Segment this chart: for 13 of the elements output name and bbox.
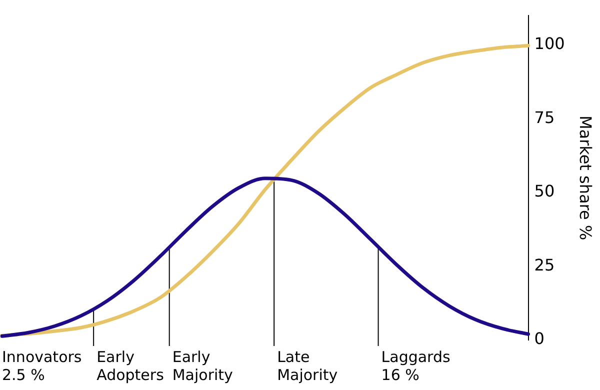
line-series — [0, 176, 530, 338]
text: Early Adopters — [96, 348, 164, 384]
y-tick-label: 25 — [534, 255, 555, 274]
text: Laggards 16 % — [381, 348, 450, 384]
text: Innovators 2.5 % — [2, 348, 82, 384]
y-tick-label: 50 — [534, 182, 555, 201]
y-tick-label: 75 — [534, 108, 555, 127]
y-tick-label: 100 — [534, 34, 565, 54]
y-tick-label: 0 — [534, 329, 544, 348]
y-axis-title: Market share % — [576, 115, 596, 240]
text: Late Majority — [277, 348, 338, 384]
text: Early Majority — [172, 348, 234, 384]
line-series — [0, 44, 530, 338]
